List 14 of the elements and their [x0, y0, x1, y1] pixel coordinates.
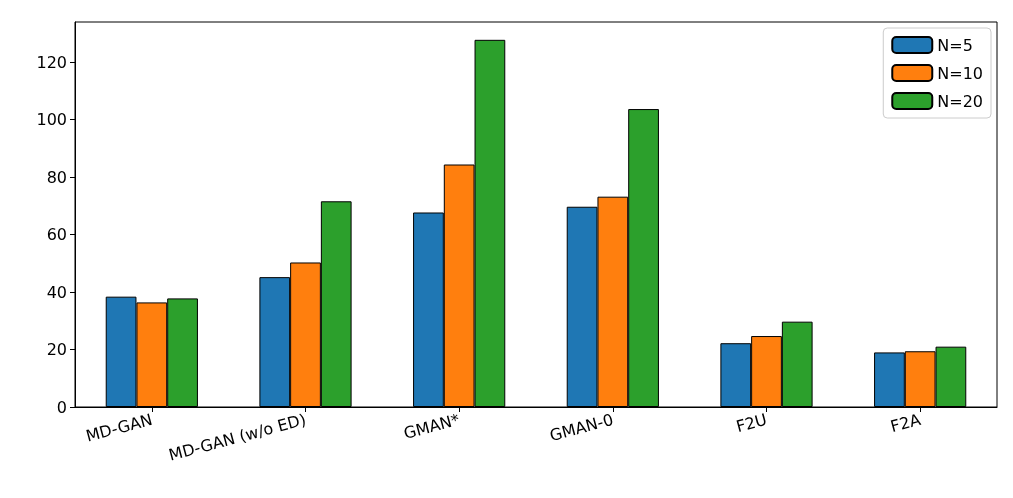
x-tick-label: F2U: [734, 409, 769, 437]
x-tick-label: GMAN*: [401, 409, 462, 443]
y-tick-label: 20: [46, 340, 67, 360]
y-tick-label: 40: [46, 282, 67, 302]
y-tick-label: 120: [36, 52, 67, 72]
y-tick-label: 100: [36, 110, 67, 130]
legend-label: N=20: [937, 91, 983, 111]
legend-label: N=5: [937, 35, 973, 55]
x-tick-label: F2A: [888, 409, 923, 437]
x-tick-label: GMAN-0: [547, 409, 616, 446]
legend-label: N=10: [937, 63, 983, 83]
y-tick-label: 80: [46, 167, 67, 187]
y-tick-label: 0: [56, 397, 67, 417]
y-tick-label: 60: [46, 225, 67, 245]
